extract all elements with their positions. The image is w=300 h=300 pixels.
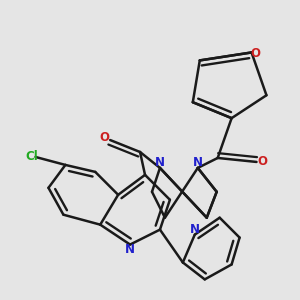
Text: O: O bbox=[257, 155, 267, 168]
Text: Cl: Cl bbox=[26, 151, 38, 164]
Text: N: N bbox=[193, 156, 203, 169]
Text: N: N bbox=[155, 156, 165, 169]
Text: O: O bbox=[100, 130, 110, 144]
Text: N: N bbox=[190, 223, 200, 236]
Text: O: O bbox=[250, 46, 260, 60]
Text: N: N bbox=[125, 243, 135, 256]
